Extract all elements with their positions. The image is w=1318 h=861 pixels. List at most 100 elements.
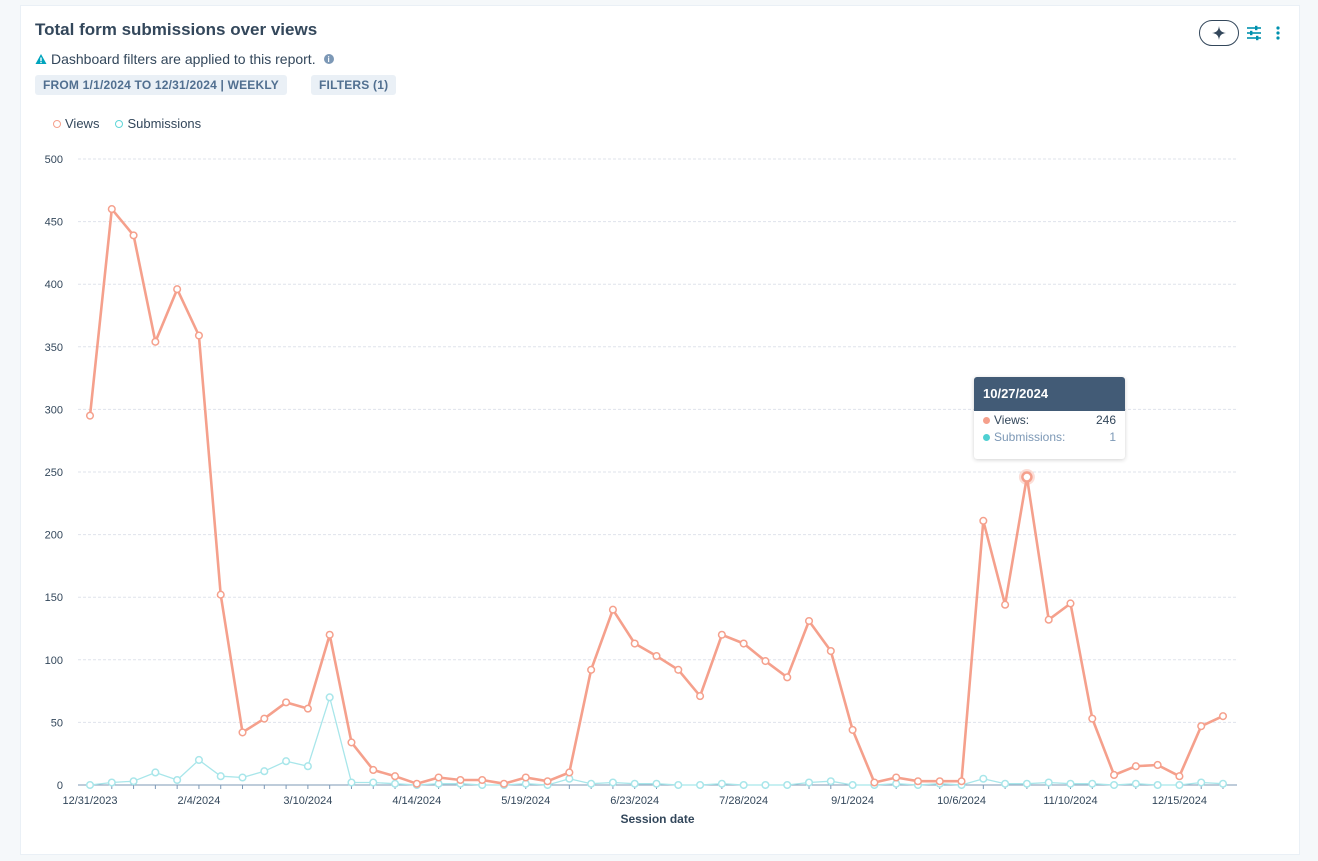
data-point-submissions [739,780,748,790]
report-filter-button[interactable] [1245,24,1263,42]
notice-text: Dashboard filters are applied to this re… [51,51,316,67]
data-point-submissions [761,780,770,790]
y-tick-label: 400 [45,279,63,291]
report-card: Total form submissions over views Dashbo… [20,5,1300,855]
data-point-views [216,590,225,599]
data-point-views [608,605,617,614]
data-point-submissions [696,780,705,790]
chart-legend: Views Submissions [53,116,201,131]
legend-item-views[interactable]: Views [53,116,99,131]
data-point-submissions [979,774,988,783]
data-point-submissions [369,778,378,787]
data-point-views [783,673,792,682]
data-point-views [303,704,312,713]
data-point-views [434,773,443,782]
data-point-submissions [282,757,291,766]
x-tick-label: 12/15/2024 [1152,795,1207,807]
x-tick-label: 5/19/2024 [501,795,550,807]
data-point-submissions [303,762,312,771]
y-tick-label: 150 [45,592,63,604]
highlight-point [1021,471,1033,483]
filters-tag[interactable]: FILTERS (1) [311,75,397,95]
data-point-submissions [587,779,596,788]
legend-item-submissions[interactable]: Submissions [115,116,201,131]
data-point-submissions [151,768,160,777]
data-point-views [1218,712,1228,721]
x-tick-label: 3/10/2024 [283,795,332,807]
data-point-views [935,777,944,786]
data-point-views [957,777,966,786]
date-range-tag[interactable]: FROM 1/1/2024 TO 12/31/2024 | WEEKLY [35,75,288,95]
data-point-views [390,772,400,781]
data-point-views [521,773,530,782]
ai-insights-button[interactable] [1199,20,1239,46]
data-point-submissions [390,779,400,788]
more-actions-button[interactable] [1269,24,1287,42]
y-tick-label: 300 [45,404,63,416]
x-tick-label: 4/14/2024 [392,795,441,807]
x-tick-label: 12/31/2023 [62,795,117,807]
data-point-submissions [1131,779,1140,788]
data-point-submissions [1197,778,1206,787]
tooltip-label-views: Views: [994,413,1030,427]
data-point-views [1197,722,1206,731]
data-point-submissions [194,755,203,765]
data-point-submissions [826,777,835,786]
data-point-submissions [1088,779,1097,788]
data-point-submissions [652,779,661,788]
data-point-views [1088,714,1097,723]
data-point-submissions [783,780,792,790]
sparkle-icon [1212,26,1226,40]
data-point-submissions [804,778,814,787]
x-tick-label: 9/1/2024 [831,795,874,807]
tooltip-dot-views [983,416,990,424]
data-point-views [761,657,770,666]
legend-marker-views [53,119,61,128]
data-point-views [347,738,356,747]
series-line-views [88,207,1224,786]
data-point-submissions [129,777,138,786]
data-point-views [1110,770,1119,780]
data-point-views [478,775,487,785]
data-point-views [1044,615,1053,624]
data-point-submissions [260,767,269,776]
data-point-submissions [216,772,225,781]
data-point-views [369,765,378,775]
warning-icon [35,54,47,64]
data-point-submissions [717,779,726,788]
info-icon[interactable]: i [323,54,334,64]
data-point-submissions [630,779,639,788]
data-point-views [804,616,814,626]
data-point-views [979,516,988,525]
data-point-views [1001,600,1010,609]
data-point-views [107,205,116,214]
legend-label-views: Views [65,116,100,131]
sliders-icon [1247,25,1261,41]
line-chart: 0 50 100 150 200 250 300 350 400 450 500 12/31/2023… [45,154,1237,826]
y-tick-label: 250 [45,467,63,479]
chart-tooltip: 10/27/2024 Views: 246 Submissions: 1 [974,377,1125,459]
x-tick-label: 6/23/2024 [610,795,659,807]
data-point-submissions [1066,779,1075,788]
data-point-views [238,728,247,737]
data-point-views [282,698,291,707]
y-tick-label: 200 [45,530,63,542]
data-point-views [151,337,160,346]
y-tick-label: 350 [45,342,63,354]
data-point-submissions [347,778,356,787]
x-tick-label: 7/28/2024 [719,795,768,807]
data-point-views [913,777,923,786]
tooltip-row-views: Views: 246 [974,412,1125,428]
data-point-submissions [1022,779,1031,788]
data-point-views [85,411,95,420]
data-point-submissions [325,693,334,702]
data-point-views [848,725,857,734]
tooltip-value-submissions: 1 [1109,430,1116,444]
data-point-views [194,331,203,340]
legend-marker-submissions [115,119,124,128]
data-point-views [587,665,596,674]
data-point-views [1066,599,1075,608]
dashboard-filter-notice: Dashboard filters are applied to this re… [35,51,334,67]
y-tick-label: 0 [57,780,63,792]
data-point-views [412,779,421,788]
